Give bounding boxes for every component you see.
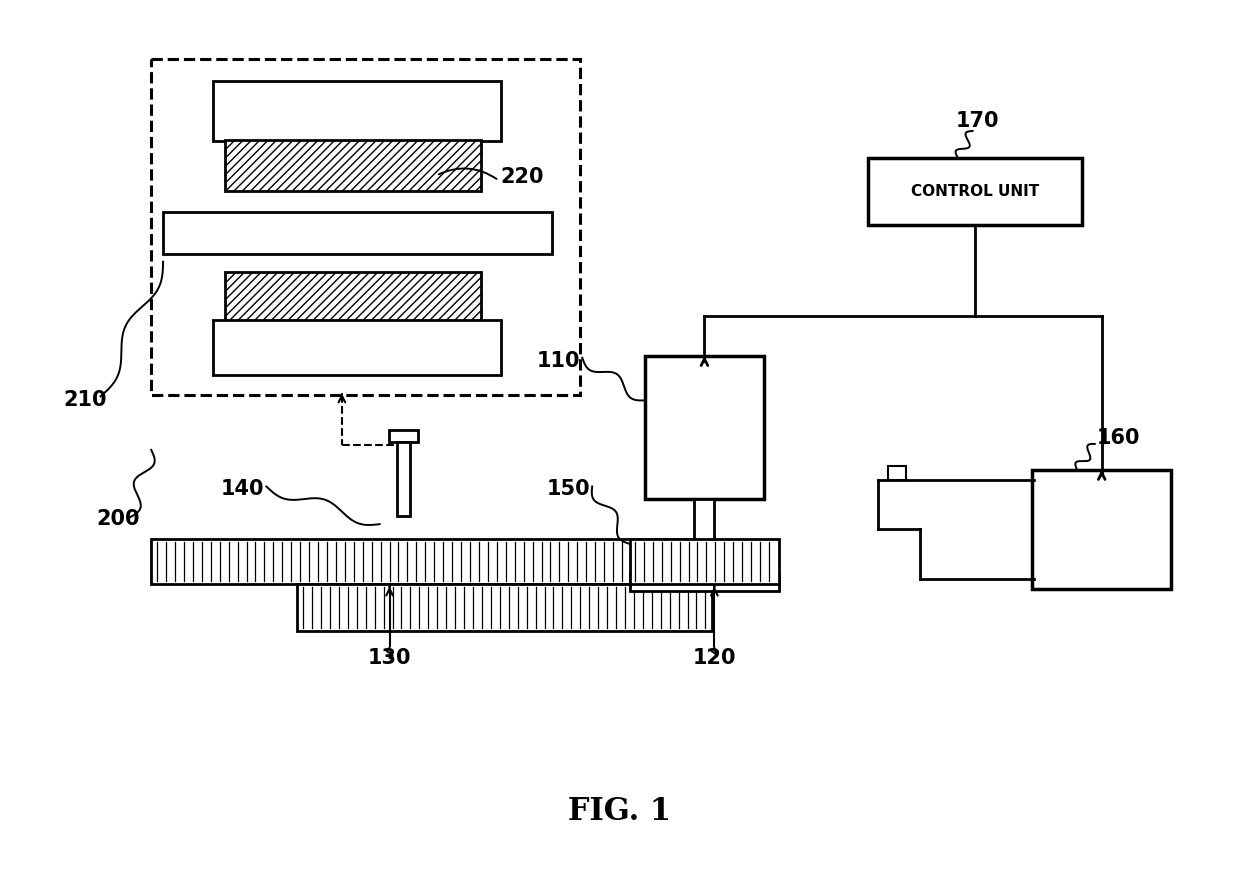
Bar (213, 321, 501, 375)
Bar (151, 539, 712, 584)
Text: 120: 120 (693, 648, 737, 668)
Text: FIG. 1: FIG. 1 (568, 796, 672, 827)
Text: 150: 150 (547, 479, 590, 499)
Bar (224, 272, 481, 321)
Bar (888, 466, 906, 480)
Text: 110: 110 (537, 351, 580, 371)
Text: 170: 170 (956, 111, 999, 131)
Bar (397, 442, 410, 517)
Bar (630, 539, 779, 584)
Bar (224, 140, 481, 192)
Bar (213, 81, 501, 141)
Bar (1032, 469, 1172, 589)
Bar (645, 355, 764, 499)
Text: 220: 220 (501, 167, 544, 187)
Bar (151, 58, 580, 395)
Bar (388, 430, 418, 442)
Text: 130: 130 (368, 648, 412, 668)
Text: 200: 200 (97, 510, 140, 530)
Text: 140: 140 (221, 479, 264, 499)
Text: CONTROL UNIT: CONTROL UNIT (911, 184, 1039, 199)
Bar (868, 158, 1081, 225)
Bar (164, 213, 553, 253)
Text: 210: 210 (64, 390, 108, 410)
Bar (694, 499, 714, 574)
FancyArrowPatch shape (439, 168, 496, 179)
Bar (630, 574, 779, 591)
Bar (298, 584, 712, 631)
Text: 160: 160 (1096, 428, 1141, 448)
